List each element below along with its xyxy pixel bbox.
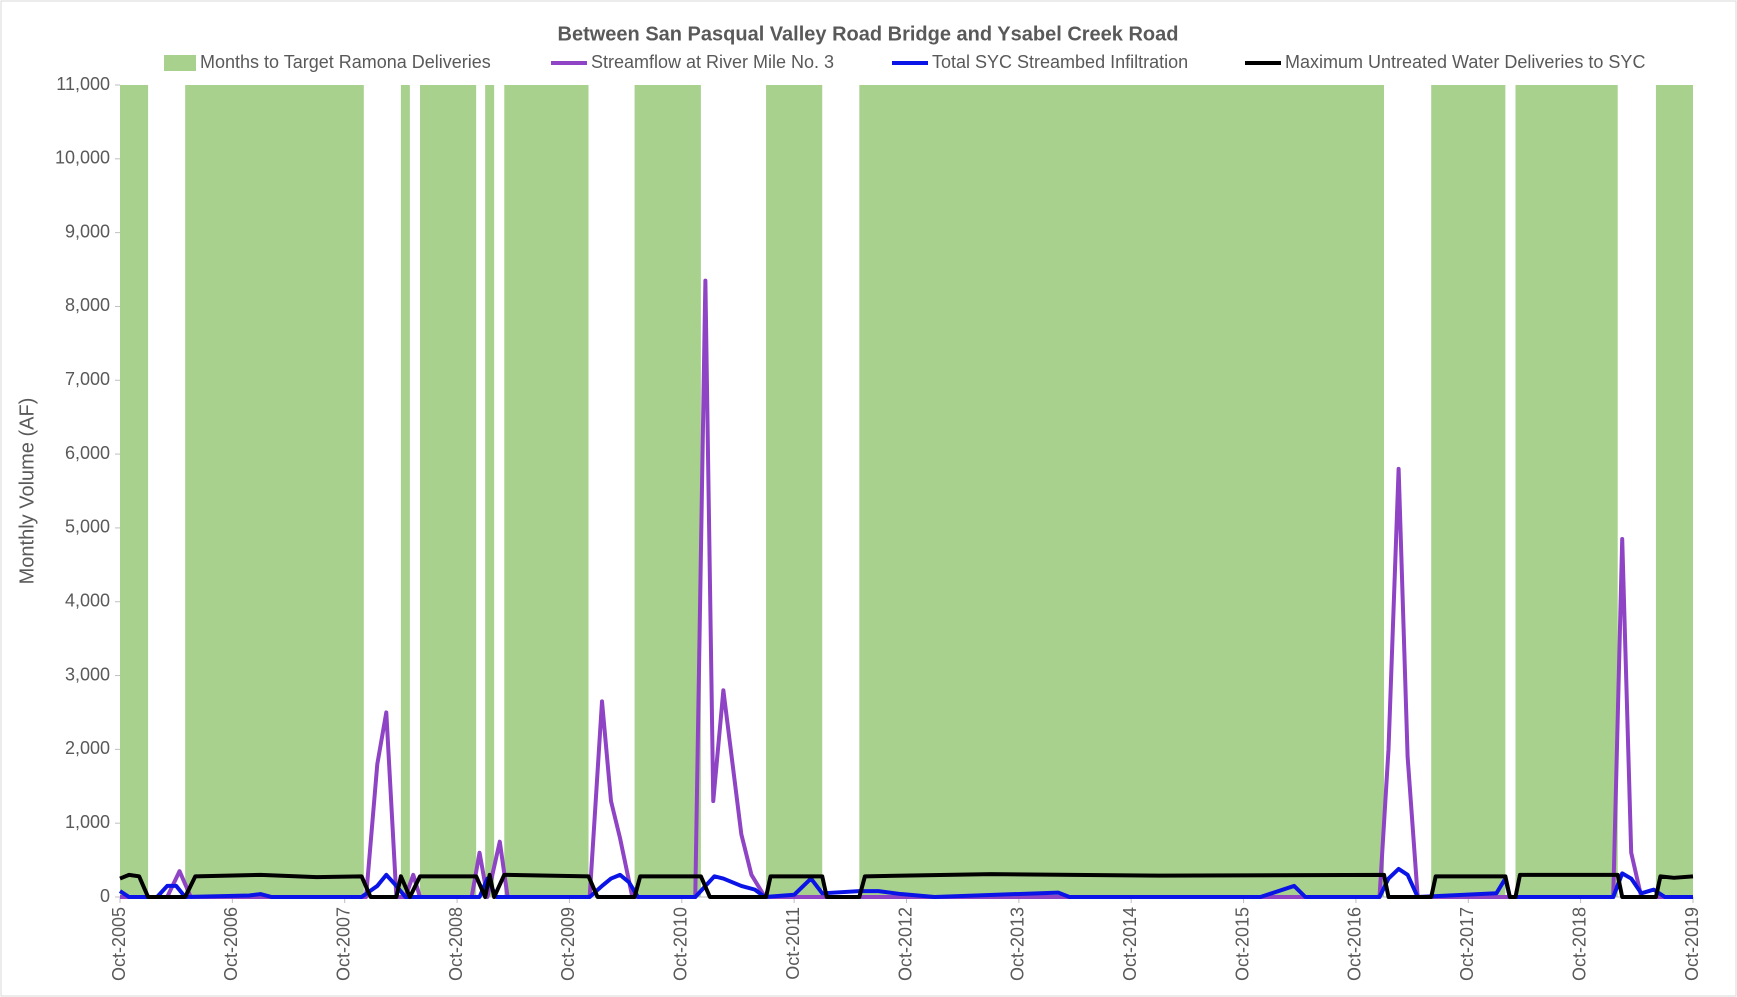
y-tick-label: 7,000 <box>65 369 110 389</box>
x-tick-label: Oct-2018 <box>1569 907 1589 981</box>
x-tick-label: Oct-2006 <box>221 907 241 981</box>
legend-label: Total SYC Streambed Infiltration <box>932 52 1188 72</box>
x-tick-label: Oct-2007 <box>333 907 353 981</box>
x-tick-label: Oct-2019 <box>1682 907 1702 981</box>
y-tick-label: 11,000 <box>56 74 110 94</box>
x-tick-label: Oct-2015 <box>1232 907 1252 981</box>
target-month-band <box>485 85 495 897</box>
x-tick-label: Oct-2010 <box>671 907 691 981</box>
y-tick-label: 10,000 <box>55 148 110 168</box>
x-tick-label: Oct-2005 <box>109 907 129 981</box>
legend-swatch <box>164 55 196 71</box>
x-tick-label: Oct-2013 <box>1008 907 1028 981</box>
x-tick-label: Oct-2008 <box>446 907 466 981</box>
y-tick-label: 4,000 <box>65 590 110 610</box>
target-month-band <box>766 85 823 897</box>
target-month-band <box>419 85 477 897</box>
series-line <box>120 278 1693 899</box>
legend-label: Months to Target Ramona Deliveries <box>200 52 491 72</box>
target-month-band <box>1515 85 1618 897</box>
x-tick-label: Oct-2012 <box>895 907 915 981</box>
y-tick-label: 2,000 <box>65 738 110 758</box>
target-month-band <box>120 85 149 897</box>
target-month-band <box>1655 85 1693 897</box>
chart-title: Between San Pasqual Valley Road Bridge a… <box>558 23 1179 45</box>
y-tick-label: 8,000 <box>65 295 110 315</box>
legend-label: Maximum Untreated Water Deliveries to SY… <box>1285 52 1645 72</box>
target-month-band <box>185 85 364 897</box>
x-tick-label: Oct-2014 <box>1120 907 1140 981</box>
y-axis-label: Monthly Volume (AF) <box>16 398 38 585</box>
y-tick-label: 3,000 <box>65 664 110 684</box>
y-tick-label: 9,000 <box>65 221 110 241</box>
x-tick-label: Oct-2009 <box>558 907 578 981</box>
series-line <box>119 872 1694 899</box>
x-tick-label: Oct-2017 <box>1457 907 1477 981</box>
target-month-band <box>634 85 701 897</box>
target-month-band <box>400 85 410 897</box>
target-month-band <box>859 85 1385 897</box>
x-tick-label: Oct-2016 <box>1345 907 1365 981</box>
y-tick-label: 0 <box>100 886 110 906</box>
y-tick-label: 5,000 <box>65 517 110 537</box>
target-month-band <box>504 85 589 897</box>
y-tick-label: 6,000 <box>65 443 110 463</box>
x-tick-label: Oct-2011 <box>783 907 803 980</box>
y-tick-label: 1,000 <box>65 812 110 832</box>
legend-label: Streamflow at River Mile No. 3 <box>591 52 834 72</box>
target-month-band <box>1431 85 1506 897</box>
